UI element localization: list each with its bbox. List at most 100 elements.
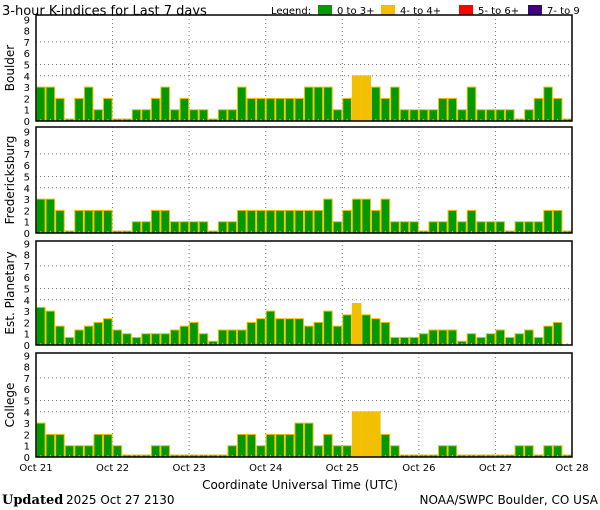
bar bbox=[304, 422, 314, 458]
bar bbox=[103, 318, 113, 346]
plot-frame bbox=[35, 14, 573, 122]
legend-entry-label: 7- to 9 bbox=[547, 6, 580, 17]
bar bbox=[543, 325, 553, 346]
bar bbox=[170, 329, 180, 346]
bar bbox=[284, 318, 295, 346]
bar bbox=[294, 97, 304, 122]
y-tick-label: 1 bbox=[24, 442, 30, 453]
bar bbox=[380, 321, 391, 346]
bar bbox=[552, 209, 563, 234]
y-tick-label: 0 bbox=[24, 453, 30, 464]
bar bbox=[265, 209, 276, 234]
bar bbox=[246, 321, 257, 346]
bar bbox=[438, 97, 448, 122]
y-tick-label: 9 bbox=[24, 15, 30, 26]
bar bbox=[265, 97, 276, 122]
bar bbox=[74, 329, 84, 346]
y-tick-label: 0 bbox=[24, 229, 30, 240]
bar bbox=[351, 198, 362, 234]
y-tick-label: 3 bbox=[24, 307, 30, 318]
x-tick-label: Oct 28 bbox=[555, 463, 588, 474]
y-tick-label: 3 bbox=[24, 195, 30, 206]
legend-swatch bbox=[318, 5, 332, 16]
bar bbox=[428, 329, 438, 346]
x-tick-label: Oct 22 bbox=[96, 463, 129, 474]
y-tick-label: 5 bbox=[24, 61, 30, 72]
y-tick-label: 1 bbox=[24, 330, 30, 341]
bar bbox=[390, 86, 400, 122]
bar bbox=[313, 209, 324, 234]
bar bbox=[447, 329, 458, 346]
bar bbox=[313, 321, 324, 346]
y-tick-label: 1 bbox=[24, 218, 30, 229]
bar bbox=[294, 209, 304, 234]
bar bbox=[438, 329, 448, 346]
plot-frame bbox=[35, 240, 573, 346]
bar bbox=[275, 318, 285, 346]
y-tick-label: 2 bbox=[24, 430, 30, 441]
source-credit: NOAA/SWPC Boulder, CO USA bbox=[420, 493, 599, 507]
bar bbox=[227, 329, 238, 346]
bar bbox=[36, 198, 46, 234]
bar bbox=[160, 209, 171, 234]
bar bbox=[74, 97, 84, 122]
bar bbox=[45, 310, 56, 346]
legend-entry-label: 5- to 6+ bbox=[478, 6, 519, 17]
bar bbox=[150, 97, 161, 122]
bar bbox=[45, 198, 56, 234]
y-tick-label: 8 bbox=[24, 363, 30, 374]
bar bbox=[160, 86, 171, 122]
bar bbox=[351, 411, 362, 458]
bar bbox=[313, 86, 324, 122]
x-tick-label: Oct 24 bbox=[249, 463, 282, 474]
bar bbox=[466, 86, 477, 122]
y-tick-label: 3 bbox=[24, 83, 30, 94]
legend-swatch bbox=[459, 5, 473, 16]
bar bbox=[380, 97, 391, 122]
bar bbox=[380, 433, 391, 458]
x-tick-label: Oct 23 bbox=[173, 463, 206, 474]
bar bbox=[83, 209, 94, 234]
bar bbox=[246, 209, 257, 234]
bar bbox=[36, 422, 46, 458]
plot-frame bbox=[35, 126, 573, 234]
y-tick-label: 6 bbox=[24, 161, 30, 172]
bar bbox=[361, 314, 371, 346]
updated-timestamp: 2025 Oct 27 2130 bbox=[66, 493, 175, 507]
bar bbox=[323, 198, 333, 234]
bar bbox=[112, 329, 123, 346]
bar bbox=[495, 329, 505, 346]
bar bbox=[103, 97, 113, 122]
x-tick-label: Oct 26 bbox=[402, 463, 435, 474]
bar bbox=[543, 209, 553, 234]
bar bbox=[342, 209, 352, 234]
bar bbox=[189, 321, 199, 346]
panel-label: Boulder bbox=[3, 45, 17, 92]
bar bbox=[533, 97, 544, 122]
y-tick-label: 4 bbox=[24, 296, 30, 307]
bar bbox=[294, 318, 304, 346]
bar bbox=[246, 433, 257, 458]
x-axis-label: Coordinate Universal Time (UTC) bbox=[202, 478, 398, 492]
bar bbox=[284, 97, 295, 122]
bar bbox=[45, 86, 56, 122]
bar bbox=[55, 209, 65, 234]
bar bbox=[55, 433, 65, 458]
bar bbox=[275, 433, 285, 458]
y-tick-label: 7 bbox=[24, 262, 30, 273]
bar bbox=[237, 433, 247, 458]
bar bbox=[74, 209, 84, 234]
bar bbox=[361, 75, 371, 122]
bar bbox=[237, 329, 247, 346]
y-tick-label: 8 bbox=[24, 251, 30, 262]
panel-label: Est. Planetary bbox=[3, 251, 17, 334]
y-tick-label: 9 bbox=[24, 239, 30, 250]
bar bbox=[323, 433, 333, 458]
bar bbox=[256, 97, 266, 122]
bar bbox=[246, 97, 257, 122]
bar bbox=[93, 433, 104, 458]
bar bbox=[237, 209, 247, 234]
plot-frame bbox=[35, 352, 573, 458]
